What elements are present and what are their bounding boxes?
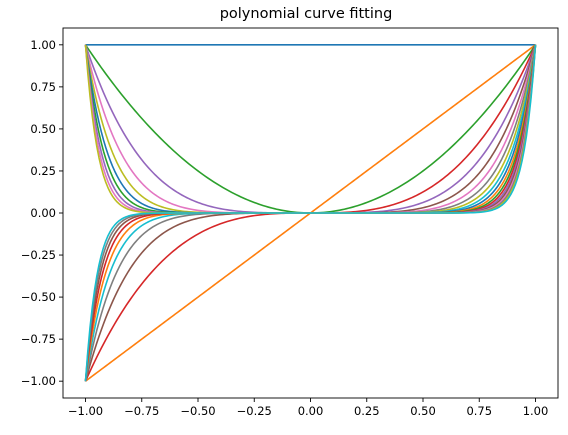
y-tick-label: −0.50 [21,290,56,304]
y-tick-label: 0.00 [30,206,56,220]
series-line-8 [84,44,537,214]
series-line-19 [84,44,537,382]
series-line-6 [84,44,537,214]
series-line-10 [84,44,537,214]
series-line-18 [84,44,537,214]
x-tick-label: −0.25 [237,404,272,418]
y-tick-label: 0.75 [30,80,56,94]
x-tick-label: 0.75 [466,404,492,418]
x-tick-label: −1.00 [68,404,103,418]
x-tick-label: −0.75 [124,404,159,418]
x-tick-label: 0.00 [298,404,324,418]
x-tick-label: 0.25 [354,404,380,418]
chart-title: polynomial curve fitting [219,6,393,22]
series-layer [84,44,537,382]
y-tick-label: 0.25 [30,164,56,178]
series-line-2 [84,44,537,214]
series-line-12 [84,44,537,214]
series-line-14 [84,44,537,214]
series-line-16 [84,44,537,214]
y-tick-label: −0.25 [21,248,56,262]
x-tick-label: −0.50 [180,404,215,418]
y-tick-label: 1.00 [30,38,56,52]
series-line-4 [84,44,537,214]
y-tick-label: −1.00 [21,374,56,388]
x-tick-label: 0.50 [410,404,436,418]
axes-layer: −1.00 −0.75 −0.50 −0.25 0.00 0.25 0.50 0.75 1.00… [21,27,559,418]
y-tick-label: 0.50 [30,122,56,136]
x-tick-label: 1.00 [523,404,549,418]
y-tick-label: −0.75 [21,332,56,346]
